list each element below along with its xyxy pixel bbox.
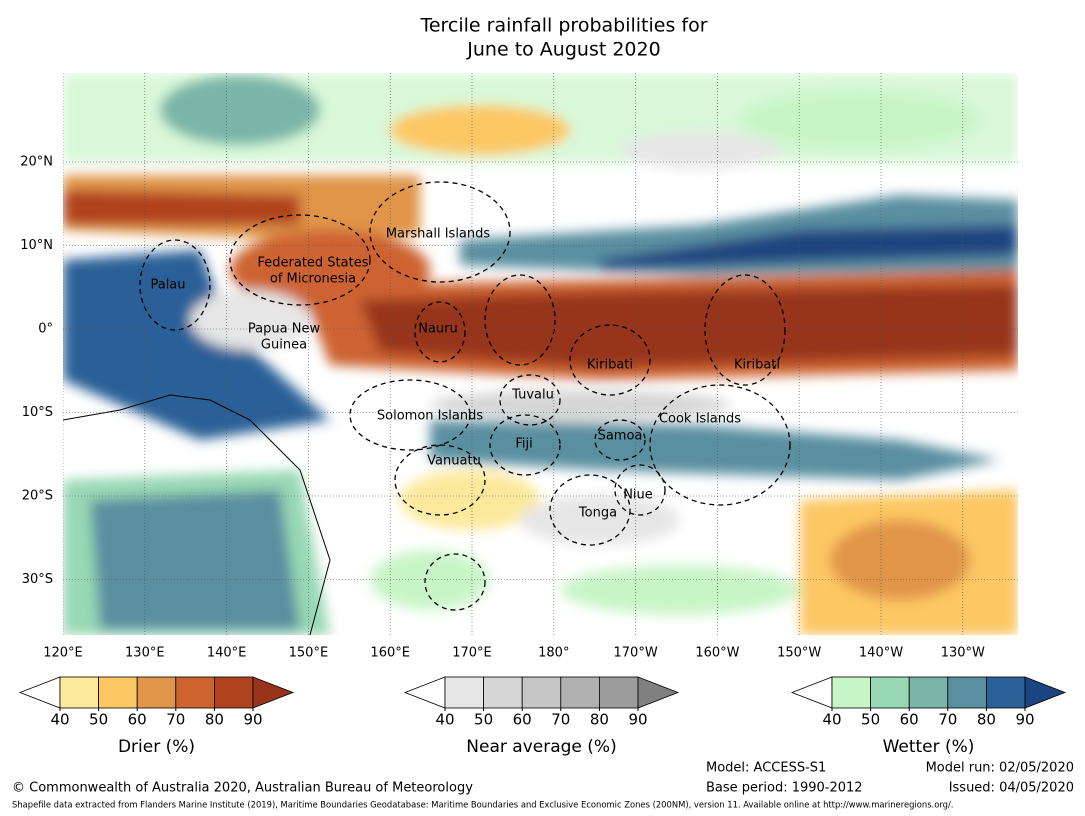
lat-label: 10°N bbox=[20, 238, 53, 253]
region-label: Tonga bbox=[578, 506, 617, 521]
colorbar-label: Drier (%) bbox=[118, 737, 195, 757]
model: Model: ACCESS-S1 bbox=[706, 761, 826, 776]
lon-label: 130°W bbox=[941, 646, 985, 661]
map bbox=[63, 73, 1018, 635]
lon-label: 130°E bbox=[125, 646, 165, 661]
lon-label: 150°E bbox=[289, 646, 329, 661]
copyright: © Commonwealth of Australia 2020, Austra… bbox=[12, 781, 473, 796]
region-label: Guinea bbox=[261, 338, 307, 353]
colorbar-tick-label: 80 bbox=[205, 711, 224, 729]
colorbar-segment bbox=[213, 676, 254, 709]
lat-label: 30°S bbox=[22, 572, 53, 587]
colorbar-segment bbox=[444, 676, 484, 709]
colorbar-tick-label: 80 bbox=[590, 711, 609, 729]
colorbar-segment bbox=[870, 676, 910, 709]
colorbar-extend-low bbox=[18, 676, 61, 709]
lon-label: 140°E bbox=[207, 646, 247, 661]
colorbar-tick-label: 90 bbox=[628, 711, 647, 729]
colorbar-segment bbox=[136, 676, 177, 709]
region-label: Palau bbox=[150, 278, 185, 293]
region-label: Niue bbox=[623, 488, 653, 503]
colorbar-segment bbox=[483, 676, 523, 709]
colorbar-segment bbox=[947, 676, 987, 709]
lat-label: 20°S bbox=[22, 489, 53, 504]
lon-label: 180° bbox=[538, 646, 569, 661]
colorbar-tick-label: 50 bbox=[474, 711, 493, 729]
colorbar-tick-label: 90 bbox=[1015, 711, 1034, 729]
colorbar-tick-label: 50 bbox=[89, 711, 108, 729]
lon-label: 150°W bbox=[777, 646, 821, 661]
colorbar-segment bbox=[98, 676, 138, 709]
lat-label: 10°S bbox=[22, 405, 53, 420]
colorbar-segment bbox=[175, 676, 215, 709]
colorbar-label: Near average (%) bbox=[466, 737, 616, 757]
colorbar-tick-label: 40 bbox=[822, 711, 841, 729]
region-label: of Micronesia bbox=[270, 272, 356, 287]
issued: Issued: 04/05/2020 bbox=[949, 781, 1074, 796]
colorbar-segment bbox=[831, 676, 871, 709]
lon-label: 140°W bbox=[859, 646, 903, 661]
colorbar-tick-label: 80 bbox=[977, 711, 996, 729]
region-label: Nauru bbox=[418, 322, 458, 337]
colorbar-extend-low bbox=[790, 676, 833, 709]
colorbar-tick-label: 60 bbox=[128, 711, 147, 729]
lon-label: 120°E bbox=[43, 646, 83, 661]
lon-label: 170°E bbox=[452, 646, 492, 661]
colorbar-extend-high bbox=[637, 676, 680, 709]
region-label: Kiribati bbox=[587, 358, 633, 373]
region-label: Kiribati bbox=[734, 358, 780, 373]
lon-label: 160°E bbox=[370, 646, 410, 661]
colorbar-tick-label: 50 bbox=[861, 711, 880, 729]
colorbar-tick-label: 40 bbox=[435, 711, 454, 729]
colorbar-tick-label: 60 bbox=[900, 711, 919, 729]
lat-label: 20°N bbox=[20, 155, 53, 170]
lat-label: 0° bbox=[38, 322, 53, 337]
region-label: Federated States bbox=[258, 256, 369, 271]
colorbar-extend-low bbox=[403, 676, 446, 709]
region-label: Solomon Islands bbox=[377, 409, 483, 424]
region-label: Tuvalu bbox=[511, 388, 554, 403]
region-label: Fiji bbox=[515, 437, 532, 452]
colorbar-segment bbox=[521, 676, 562, 709]
colorbar-tick-label: 40 bbox=[50, 711, 69, 729]
region-label: Cook Islands bbox=[659, 412, 741, 427]
colorbar-tick-label: 70 bbox=[551, 711, 570, 729]
colorbar-segment bbox=[908, 676, 949, 709]
lon-label: 160°W bbox=[695, 646, 739, 661]
colorbar-tick-label: 60 bbox=[513, 711, 532, 729]
shapefile-note: Shapefile data extracted from Flanders M… bbox=[12, 800, 953, 810]
title: June to August 2020 bbox=[466, 39, 660, 61]
region-label: Papua New bbox=[248, 322, 321, 337]
colorbar-segment bbox=[599, 676, 639, 709]
colorbar-tick-label: 70 bbox=[938, 711, 957, 729]
model-run: Model run: 02/05/2020 bbox=[926, 761, 1074, 776]
title: Tercile rainfall probabilities for bbox=[419, 15, 707, 37]
colorbar-tick-label: 70 bbox=[166, 711, 185, 729]
colorbar-extend-high bbox=[1024, 676, 1067, 709]
colorbar-tick-label: 90 bbox=[243, 711, 262, 729]
colorbar-label: Wetter (%) bbox=[883, 737, 975, 757]
colorbar-extend-high bbox=[252, 676, 295, 709]
lon-label: 170°W bbox=[614, 646, 658, 661]
region-label: Samoa bbox=[598, 429, 643, 444]
colorbar-segment bbox=[986, 676, 1026, 709]
base-period: Base period: 1990-2012 bbox=[706, 781, 863, 796]
region-label: Marshall Islands bbox=[386, 227, 491, 242]
colorbar-segment bbox=[59, 676, 99, 709]
colorbar-segment bbox=[560, 676, 600, 709]
region-label: Vanuatu bbox=[427, 454, 481, 469]
